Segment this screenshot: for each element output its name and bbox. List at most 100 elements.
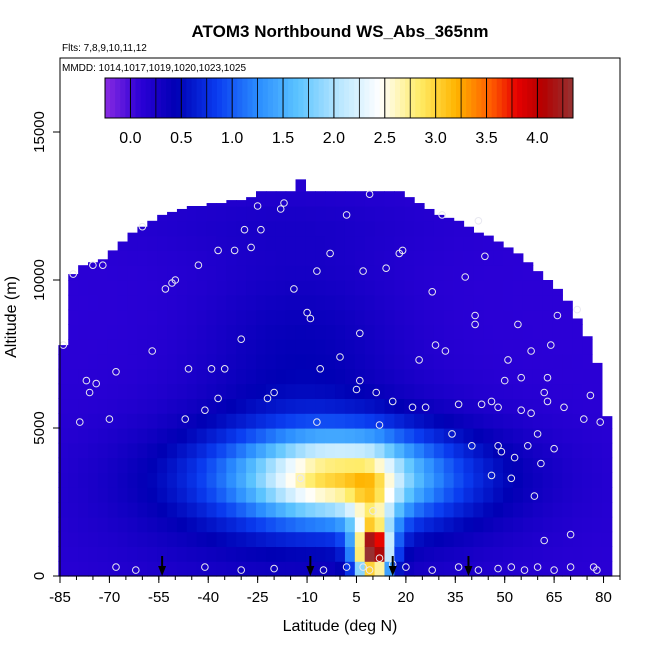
heatmap-cell xyxy=(414,398,425,414)
heatmap-cell xyxy=(443,265,455,281)
heatmap-cell xyxy=(582,339,593,355)
heatmap-cell xyxy=(186,294,198,311)
colorbar-segment xyxy=(339,78,345,118)
heatmap-cell xyxy=(562,546,573,562)
sample-point xyxy=(533,563,542,571)
colorbar-segment xyxy=(323,78,330,118)
heatmap-cell xyxy=(384,546,395,562)
heatmap-cell xyxy=(443,220,455,237)
heatmap-cell xyxy=(78,324,89,340)
heatmap-cell xyxy=(354,487,366,503)
sample-point xyxy=(524,442,532,450)
heatmap-cell xyxy=(88,262,99,266)
heatmap-cell xyxy=(404,309,415,325)
heatmap-cell xyxy=(414,442,425,459)
heatmap-cell xyxy=(354,220,366,237)
heatmap-cell xyxy=(562,502,573,518)
heatmap-cell xyxy=(364,206,376,222)
heatmap-cell xyxy=(404,383,415,399)
heatmap-cell xyxy=(394,516,405,533)
sample-point xyxy=(566,530,575,539)
heatmap-cell xyxy=(216,457,227,473)
heatmap-cell xyxy=(107,324,119,340)
heatmap-cell xyxy=(364,294,376,311)
heatmap-cell xyxy=(176,398,188,414)
heatmap-cell xyxy=(97,368,109,385)
heatmap-cell xyxy=(196,294,208,311)
heatmap-cell xyxy=(404,487,415,503)
colorbar-ticks: 0.0 0.5 1.0 1.5 2.0 2.5 3.0 3.5 4.0 xyxy=(119,78,564,147)
colorbar-segment xyxy=(435,78,442,118)
heatmap-cell xyxy=(582,336,593,340)
sample-point xyxy=(514,320,522,329)
colorbar-segment xyxy=(517,78,523,118)
heatmap-cell xyxy=(88,413,99,429)
heatmap-cell xyxy=(78,531,89,547)
sample-point xyxy=(214,246,222,255)
heatmap-cell xyxy=(384,413,395,429)
heatmap-cell xyxy=(325,309,336,325)
heatmap-cell xyxy=(196,368,208,385)
sample-point xyxy=(487,397,496,406)
sample-point xyxy=(487,471,496,480)
colorbar-segment xyxy=(145,78,152,118)
heatmap-cell xyxy=(176,324,188,340)
heatmap-cell xyxy=(265,413,277,429)
heatmap-cell xyxy=(127,235,139,251)
heatmap-cell xyxy=(167,280,178,296)
heatmap-cell xyxy=(167,265,178,281)
heatmap-cell xyxy=(325,339,336,355)
heatmap-cell xyxy=(582,561,593,577)
colorbar-segment xyxy=(140,78,147,118)
heatmap-cell xyxy=(404,265,415,281)
heatmap-cell xyxy=(473,294,484,311)
heatmap-cell xyxy=(463,398,475,414)
heatmap-cell xyxy=(236,428,247,444)
heatmap-cell xyxy=(483,294,494,311)
heatmap-cell xyxy=(374,250,386,266)
heatmap-cell xyxy=(552,398,563,414)
heatmap-cell xyxy=(424,457,435,473)
sample-point xyxy=(375,421,384,429)
colorbar-segment xyxy=(471,78,477,118)
heatmap-cell xyxy=(68,413,79,429)
heatmap-cell xyxy=(414,413,425,429)
heatmap-cell xyxy=(364,472,376,488)
heatmap-cell xyxy=(453,220,465,237)
heatmap-cell xyxy=(295,472,307,488)
heatmap-cell xyxy=(186,368,198,385)
heatmap-cell xyxy=(216,294,227,311)
sample-point xyxy=(319,566,328,574)
heatmap-cell xyxy=(522,262,534,266)
heatmap-cell xyxy=(364,561,376,577)
heatmap-cell xyxy=(364,546,376,562)
heatmap-cell xyxy=(285,531,297,547)
heatmap-cell xyxy=(335,280,346,296)
heatmap-cell xyxy=(394,265,405,281)
heatmap-cell xyxy=(147,502,158,518)
heatmap-cell xyxy=(256,413,267,429)
heatmap-cell xyxy=(176,220,188,237)
heatmap-cell xyxy=(542,309,554,325)
heatmap-cell xyxy=(463,368,475,385)
heatmap-cell xyxy=(275,413,287,429)
heatmap-cell xyxy=(552,368,563,385)
heatmap-cell xyxy=(503,280,514,296)
heatmap-cell xyxy=(127,457,139,473)
heatmap-cell xyxy=(463,339,475,355)
heatmap-cell xyxy=(285,265,297,281)
heatmap-cell xyxy=(137,368,148,385)
heatmap-cell xyxy=(582,398,593,414)
heatmap-cell xyxy=(512,442,524,459)
colorbar-tick-label: 1.0 xyxy=(221,130,243,147)
sample-point xyxy=(415,356,423,364)
heatmap-cell xyxy=(68,398,79,414)
sample-point xyxy=(477,400,486,409)
heatmap-cell xyxy=(88,339,99,355)
heatmap-cell xyxy=(275,531,287,547)
heatmap-cell xyxy=(404,197,415,207)
heatmap-cell xyxy=(493,354,504,370)
heatmap-cell xyxy=(473,265,484,281)
colorbar-segment xyxy=(298,78,304,118)
heatmap-cell xyxy=(305,206,316,222)
